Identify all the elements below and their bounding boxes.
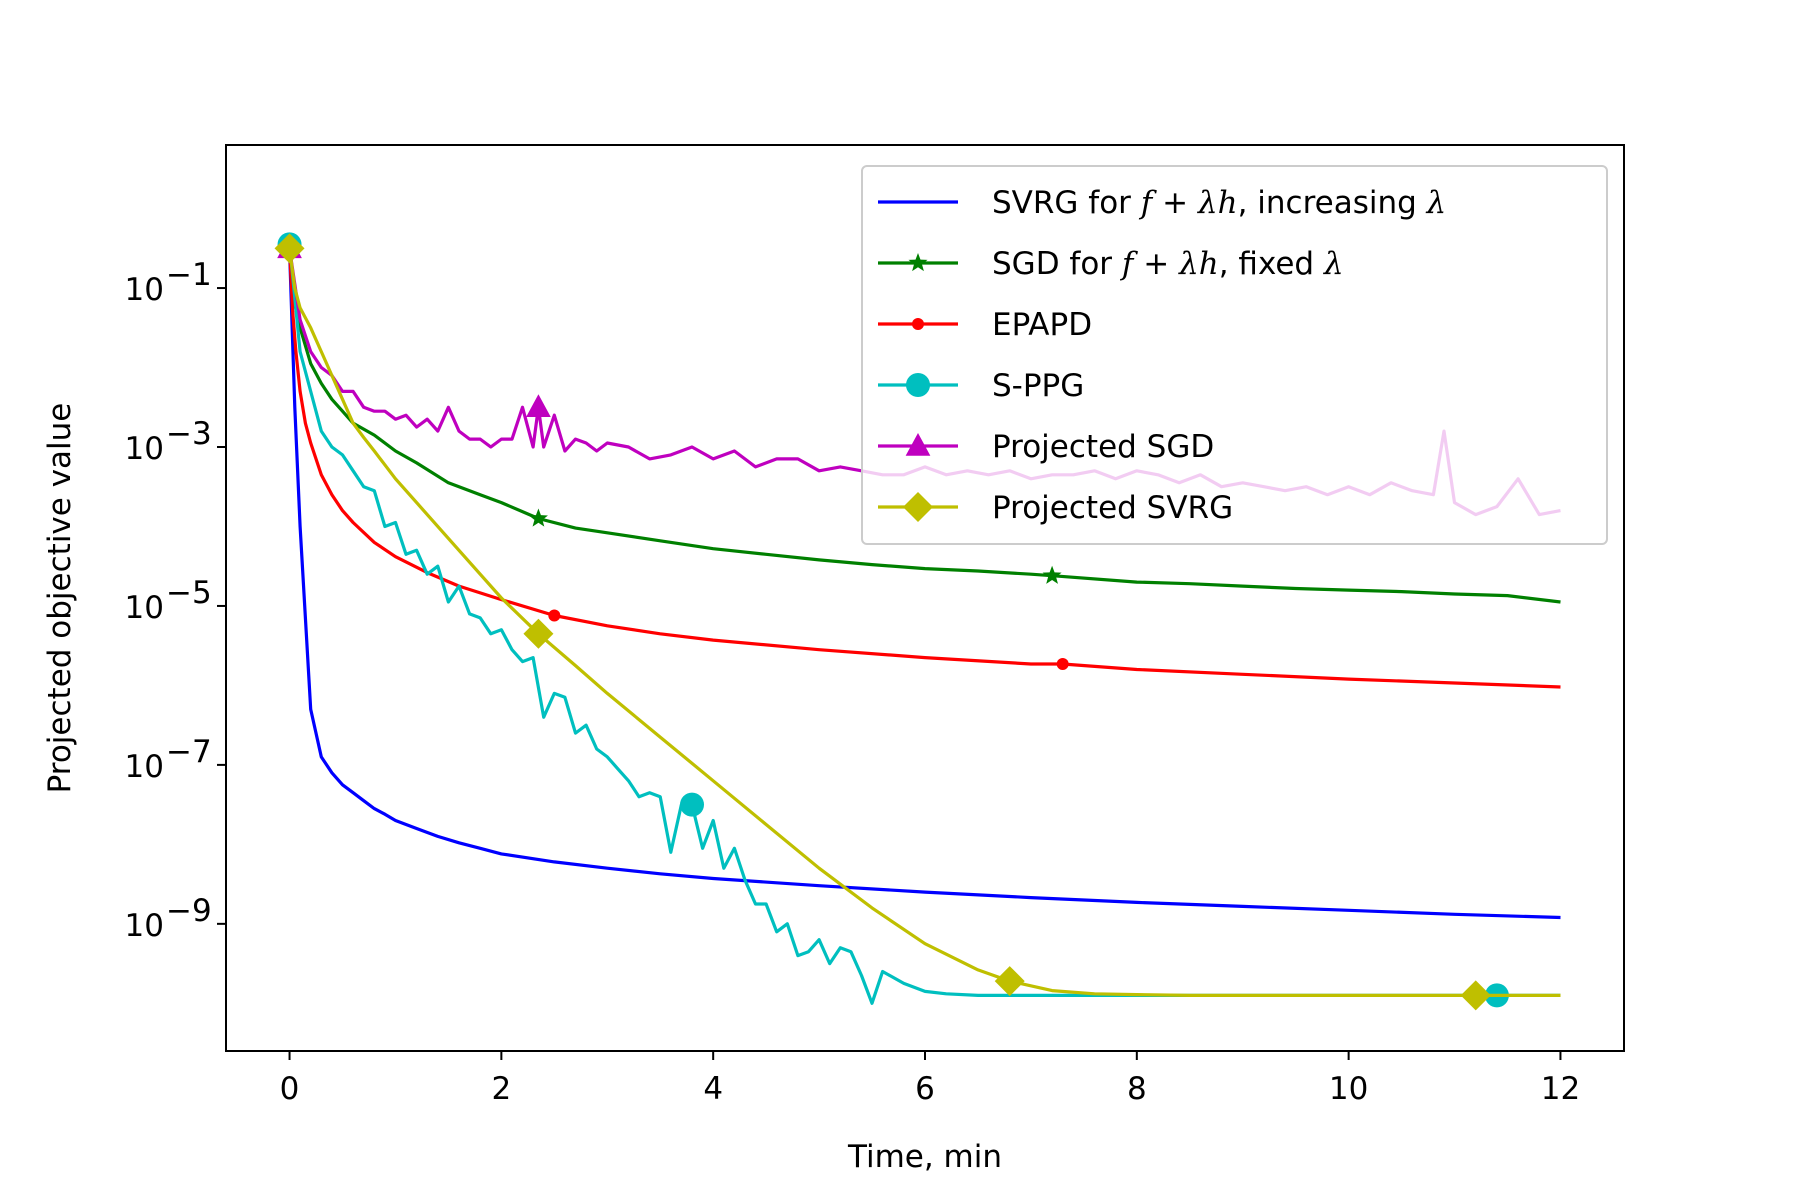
x-tick-label-4: 8: [1127, 1071, 1147, 1107]
y-tick-exponent-2: −5: [166, 575, 212, 611]
legend-label-4: Projected SGD: [992, 429, 1214, 465]
y-tick-label-2: 10: [125, 590, 164, 626]
series-0: [287, 248, 1561, 920]
series-marker-5-3: [1460, 980, 1491, 1011]
series-marker-5-1: [523, 618, 554, 649]
legend-entry-2: EPAPD: [878, 307, 1092, 343]
legend-entry-4: Projected SGD: [878, 429, 1214, 465]
x-tick-label-3: 6: [915, 1071, 935, 1107]
legend-label-1: SGD for f + λh, fixed λ: [992, 246, 1344, 282]
series-line-2: [287, 248, 1561, 689]
series-marker-5-0: [274, 233, 305, 264]
legend-label-5: Projected SVRG: [992, 490, 1233, 526]
series-marker-1-1: [1042, 565, 1062, 584]
legend-marker-4: [905, 433, 931, 456]
y-tick-label-3: 10: [125, 749, 164, 785]
legend-label-0: SVRG for f + λh, increasing λ: [992, 185, 1446, 221]
legend-marker-5: [903, 492, 933, 522]
x-tick-label-5: 10: [1329, 1071, 1368, 1107]
series-2: [287, 248, 1561, 689]
series-marker-3-1: [680, 792, 704, 817]
y-tick-exponent-3: −7: [166, 734, 212, 770]
series-line-5: [287, 248, 1561, 997]
series-marker-4-1: [526, 394, 551, 418]
series-1: [287, 248, 1561, 604]
series-layer: [274, 232, 1561, 1011]
x-axis: 0 2 4 6 8 10 12: [280, 1051, 1580, 1107]
x-tick-label-0: 0: [280, 1071, 300, 1107]
series-marker-5-2: [994, 966, 1025, 997]
y-tick-label-4: 10: [125, 908, 164, 944]
legend-label-3: S-PPG: [992, 368, 1084, 404]
x-axis-title: Time, min: [847, 1139, 1002, 1175]
legend-marker-3: [906, 373, 930, 397]
y-tick-exponent-1: −3: [166, 416, 212, 452]
legend-marker-2: [912, 318, 924, 330]
legend-entry-5: Projected SVRG: [878, 490, 1233, 526]
legend: SVRG for f + λh, increasing λ SGD for f +…: [861, 165, 1608, 545]
x-tick-label-1: 2: [491, 1071, 511, 1107]
series-line-1: [287, 248, 1561, 604]
y-tick-exponent-4: −9: [166, 893, 212, 929]
series-line-0: [287, 248, 1561, 920]
series-line-3: [287, 244, 1561, 1005]
y-tick-label-1: 10: [125, 431, 164, 467]
legend-entry-3: S-PPG: [878, 368, 1084, 404]
y-axis: 10−110−310−510−710−9: [125, 257, 226, 944]
x-tick-label-2: 4: [703, 1071, 723, 1107]
y-tick-label-0: 10: [125, 272, 164, 308]
y-tick-exponent-0: −1: [166, 257, 212, 293]
y-axis-title: Projected objective value: [42, 403, 78, 794]
series-marker-2-0: [548, 609, 561, 622]
legend-entry-0: SVRG for f + λh, increasing λ: [878, 185, 1446, 221]
legend-marker-1: [908, 253, 928, 272]
legend-box: [861, 165, 1608, 545]
series-5: [274, 233, 1561, 1011]
legend-label-2: EPAPD: [992, 307, 1092, 343]
legend-entry-1: SGD for f + λh, fixed λ: [878, 246, 1344, 282]
series-marker-2-1: [1056, 657, 1069, 670]
series-marker-1-0: [528, 508, 548, 527]
x-tick-label-6: 12: [1541, 1071, 1580, 1107]
